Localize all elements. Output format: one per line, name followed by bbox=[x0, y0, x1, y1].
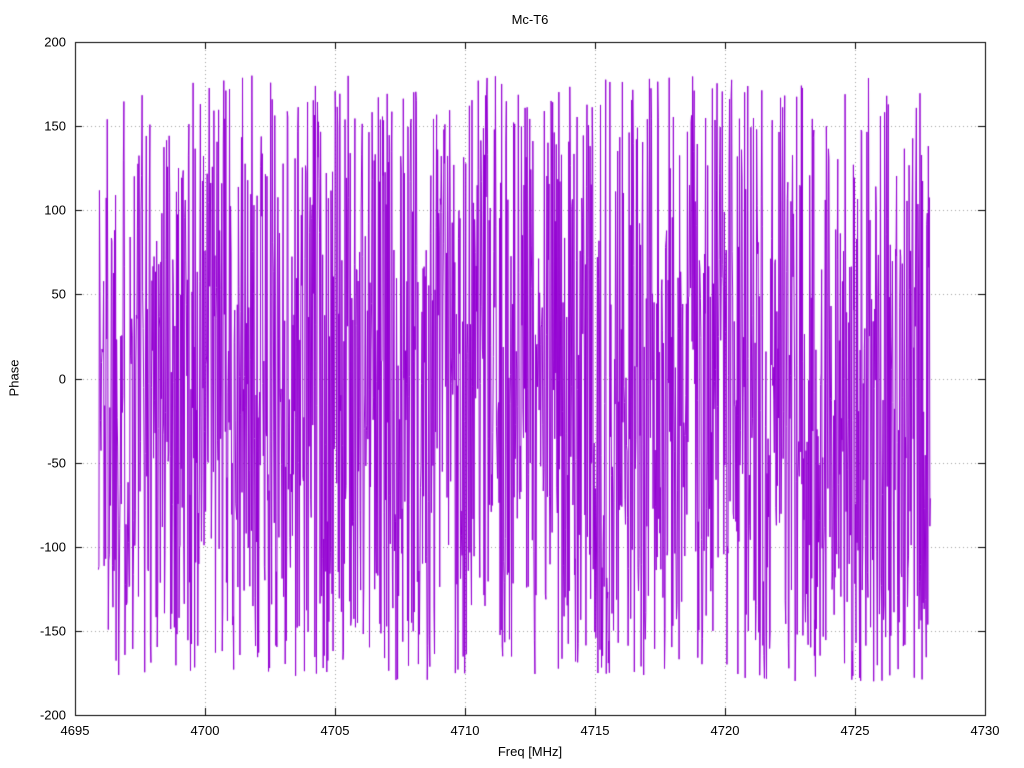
x-tick-label: 4715 bbox=[580, 723, 610, 738]
y-tick-label: 200 bbox=[44, 34, 66, 50]
x-tick-label: 4695 bbox=[60, 723, 90, 738]
chart-title: Mc-T6 bbox=[511, 12, 549, 27]
x-tick-label: 4730 bbox=[970, 723, 1000, 738]
y-tick-label: 100 bbox=[44, 202, 66, 218]
x-tick-label: 4720 bbox=[710, 723, 740, 738]
y-tick-label: 50 bbox=[51, 286, 66, 302]
x-tick-label: 4705 bbox=[320, 723, 350, 738]
y-tick-label: -100 bbox=[39, 539, 66, 555]
x-tick-label: 4725 bbox=[840, 723, 870, 738]
y-tick-label: -150 bbox=[39, 623, 66, 639]
y-tick-label: -50 bbox=[47, 455, 66, 471]
x-axis-label: Freq [MHz] bbox=[497, 744, 563, 759]
y-tick-label: -200 bbox=[39, 707, 66, 723]
y-tick-label: 0 bbox=[58, 371, 66, 386]
y-tick-label: 150 bbox=[44, 118, 66, 134]
x-tick-label: 4700 bbox=[190, 723, 220, 738]
x-tick-label: 4710 bbox=[450, 723, 480, 738]
y-axis-label: Phase bbox=[6, 359, 22, 397]
